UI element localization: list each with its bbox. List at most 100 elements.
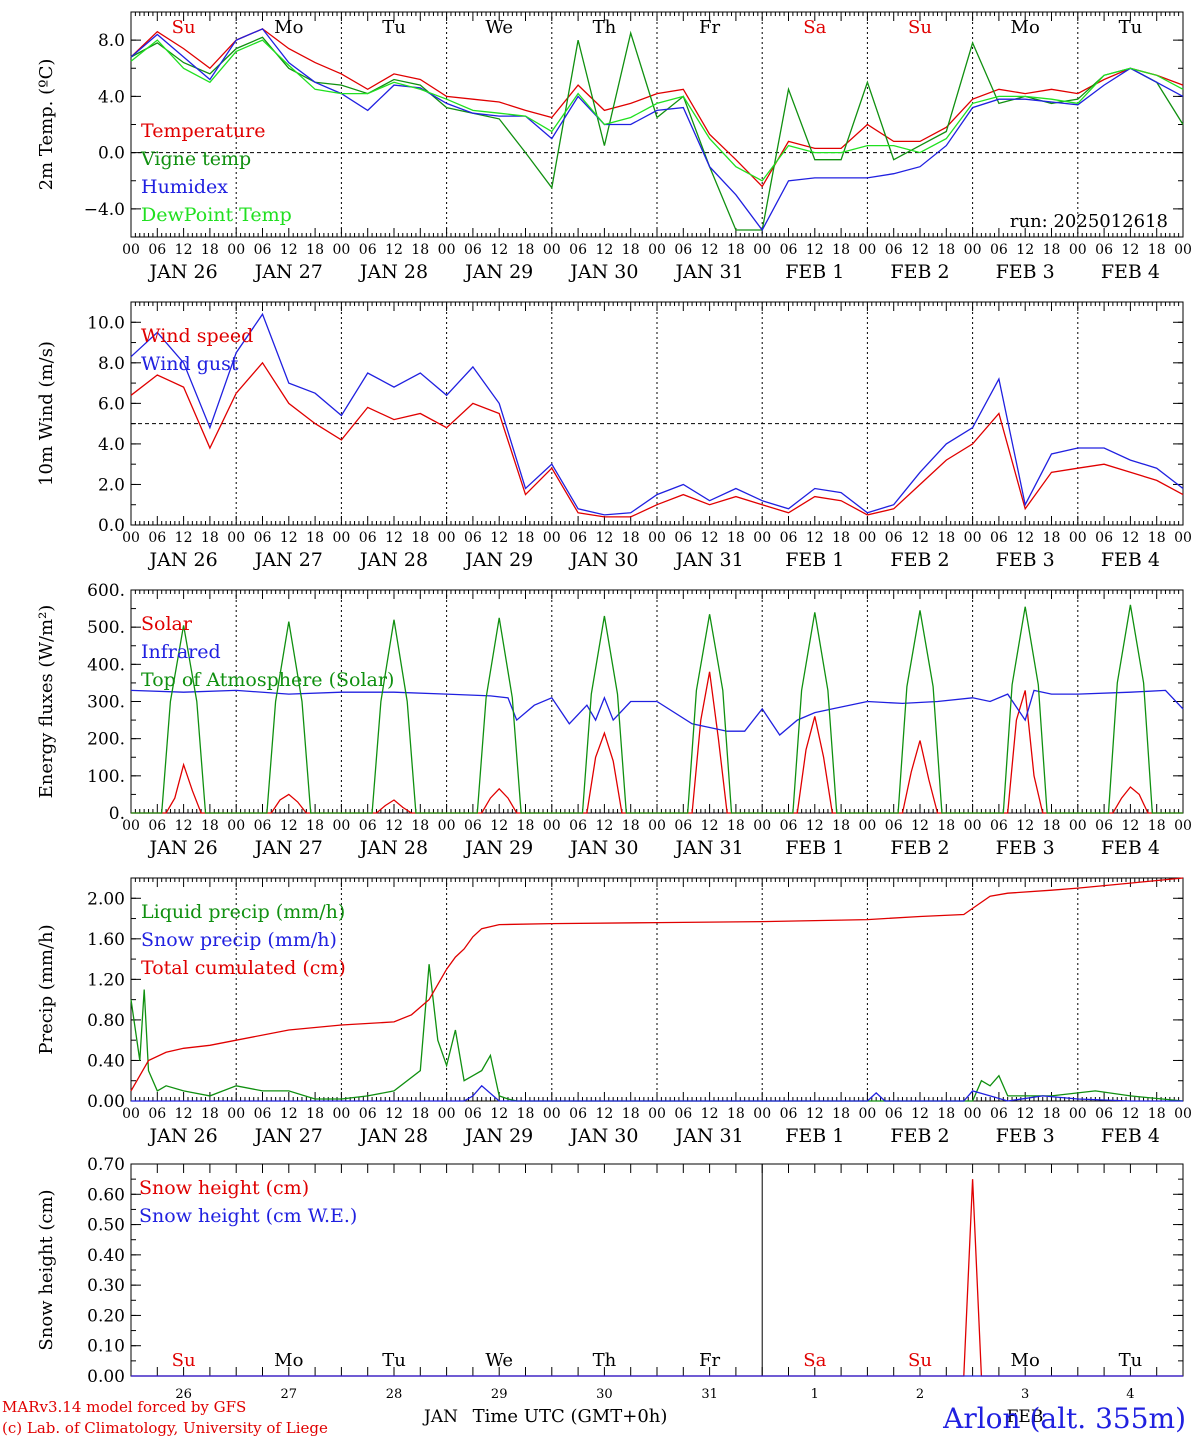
hour-tick-label: 00 [753,242,771,258]
legend-wind-speed: Wind speed [141,325,253,347]
y-tick-label: 8.0 [98,31,125,51]
day-label: JAN 29 [463,261,533,283]
hour-tick-label: 00 [122,818,140,834]
day-label: JAN 26 [148,837,218,859]
weekday-label: Tu [1119,17,1143,38]
day-label: FEB 1 [785,1125,844,1147]
hour-tick-label: 00 [648,530,666,546]
series-line-top-of-atmosphere-solar [131,604,1183,814]
day-label: JAN 26 [148,261,218,283]
y-tick-label: 0.20 [87,1306,125,1326]
hour-tick-label: 00 [753,1106,771,1122]
day-label: JAN 30 [568,837,638,859]
y-tick-label: 0.30 [87,1276,125,1296]
series-line-humidex [130,28,1184,232]
hour-tick-label: 06 [674,1106,692,1122]
day-label: FEB 4 [1101,837,1160,859]
weekday-label: Fr [699,17,720,38]
month-start-label: JAN [422,1407,458,1427]
hour-tick-label: 12 [1016,818,1034,834]
legend-snow-height-cm: Snow height (cm) [139,1177,309,1199]
legend-infrared: Infrared [141,641,221,663]
hour-tick-label: 18 [937,530,955,546]
y-tick-label: 8.0 [98,354,125,374]
hour-tick-label: 12 [175,1106,193,1122]
hour-tick-label: 12 [280,242,298,258]
hour-tick-label: 06 [464,1106,482,1122]
hour-tick-label: 00 [438,530,456,546]
hour-tick-label: 00 [1069,242,1087,258]
weekday-label: We [485,1350,513,1371]
hour-tick-label: 06 [885,242,903,258]
day-label: FEB 2 [890,837,949,859]
hour-tick-label: 00 [227,818,245,834]
hour-tick-label: 00 [438,242,456,258]
y-axis-label: Precip (mm/h) [36,924,57,1054]
y-tick-label: 1.20 [87,970,125,990]
hour-tick-label: 00 [332,1106,350,1122]
hour-tick-label: 00 [122,530,140,546]
hour-tick-label: 00 [227,1106,245,1122]
hour-tick-label: 18 [517,242,535,258]
hour-tick-label: 18 [1148,242,1166,258]
hour-tick-label: 12 [1016,530,1034,546]
hour-tick-label: 00 [964,530,982,546]
hour-tick-label: 06 [569,818,587,834]
hour-tick-label: 18 [727,1106,745,1122]
hour-tick-label: 00 [438,1106,456,1122]
hour-tick-label: 06 [885,1106,903,1122]
hour-tick-label: 18 [1043,1106,1061,1122]
hour-tick-label: 06 [464,242,482,258]
hour-tick-label: 12 [490,242,508,258]
day-label: JAN 31 [674,1125,744,1147]
hour-tick-label: 18 [832,530,850,546]
y-tick-label: 0.10 [87,1337,125,1357]
series-line-vigne-temp [130,30,1184,231]
y-tick-label: 100. [87,767,125,787]
hour-tick-label: 12 [806,530,824,546]
day-label: FEB 3 [996,1125,1055,1147]
hour-tick-label: 00 [438,818,456,834]
hour-tick-label: 12 [385,818,403,834]
day-label: JAN 31 [674,261,744,283]
hour-tick-label: 06 [990,530,1008,546]
hour-tick-label: 06 [674,818,692,834]
day-label: FEB 4 [1101,549,1160,571]
weekday-label: Tu [382,1350,406,1371]
hour-tick-label: 00 [858,1106,876,1122]
hour-tick-label: 06 [780,242,798,258]
day-number-label: 31 [701,1387,718,1402]
month-end-label: FEB [1007,1407,1044,1427]
model-credit: MARv3.14 model forced by GFS [2,1398,247,1416]
hour-tick-label: 00 [964,818,982,834]
y-tick-label: 4.0 [98,87,125,107]
hour-tick-label: 12 [490,818,508,834]
hour-tick-label: 18 [517,1106,535,1122]
y-tick-label: 4.0 [98,435,125,455]
hour-tick-label: 12 [595,818,613,834]
hour-tick-label: 06 [569,242,587,258]
hour-tick-label: 06 [674,242,692,258]
weekday-label: Mo [274,17,303,38]
day-number-label: 4 [1126,1387,1134,1402]
y-tick-label: 0.0 [98,516,125,536]
hour-tick-label: 18 [1043,818,1061,834]
x-axis-label: Time UTC (GMT+0h) [473,1406,668,1427]
day-label: FEB 2 [890,261,949,283]
day-label: JAN 30 [568,549,638,571]
hour-tick-label: 12 [490,530,508,546]
y-axis-label: 2m Temp. (ºC) [36,59,57,191]
day-label: FEB 3 [996,261,1055,283]
hour-tick-label: 18 [937,818,955,834]
series-line-total-cumulated-cm [130,877,1184,1092]
hour-tick-label: 06 [148,818,166,834]
hour-tick-label: 18 [517,530,535,546]
day-number-label: 3 [1021,1387,1029,1402]
hour-tick-label: 06 [254,818,272,834]
hour-tick-label: 06 [359,818,377,834]
hour-tick-label: 12 [175,818,193,834]
hour-tick-label: 18 [622,818,640,834]
legend-total-cumulated-cm: Total cumulated (cm) [141,957,346,979]
series-line-wind-speed [130,361,1184,518]
